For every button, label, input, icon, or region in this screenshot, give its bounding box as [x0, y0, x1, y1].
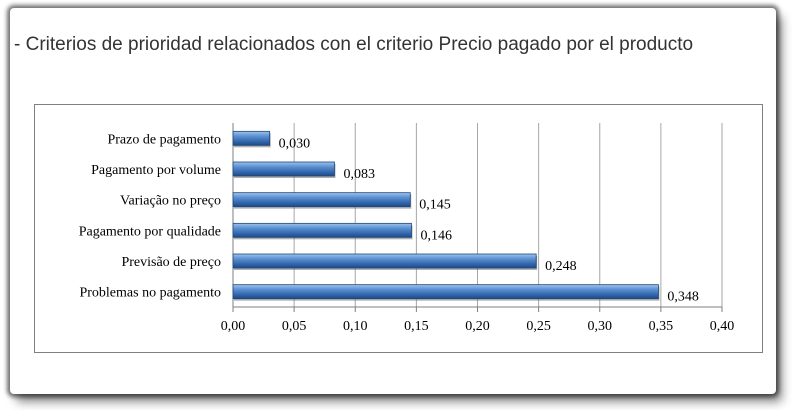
- bar: [232, 222, 412, 238]
- x-tick-label: 0,20: [465, 319, 490, 334]
- category-label: Problemas no pagamento: [79, 286, 221, 301]
- bar: [232, 253, 537, 269]
- x-tick-label: 0,10: [343, 319, 368, 334]
- x-tick-label: 0,35: [649, 319, 674, 334]
- bar: [232, 130, 271, 146]
- value-label: 0,083: [343, 167, 375, 182]
- x-tick-label: 0,25: [526, 319, 551, 334]
- category-label: Previsão de preço: [121, 255, 221, 270]
- value-label: 0,248: [545, 259, 577, 274]
- value-label: 0,348: [667, 290, 699, 305]
- page-title: - Criterios de prioridad relacionados co…: [14, 34, 694, 55]
- category-label: Pagamento por volume: [91, 163, 221, 178]
- x-tick-label: 0,15: [404, 319, 429, 334]
- value-label: 0,146: [420, 228, 452, 243]
- x-tick-label: 0,05: [282, 319, 307, 334]
- value-label: 0,145: [419, 198, 451, 213]
- bar: [232, 192, 411, 208]
- bar: [232, 284, 659, 300]
- category-label: Prazo de pagamento: [107, 132, 221, 147]
- x-tick-label: 0,30: [588, 319, 613, 334]
- bar: [232, 161, 335, 177]
- x-tick-label: 0,40: [710, 319, 735, 334]
- value-label: 0,030: [279, 136, 311, 151]
- category-label: Pagamento por qualidade: [79, 224, 221, 239]
- x-tick-label: 0,00: [221, 319, 246, 334]
- category-label: Variação no preço: [120, 194, 221, 209]
